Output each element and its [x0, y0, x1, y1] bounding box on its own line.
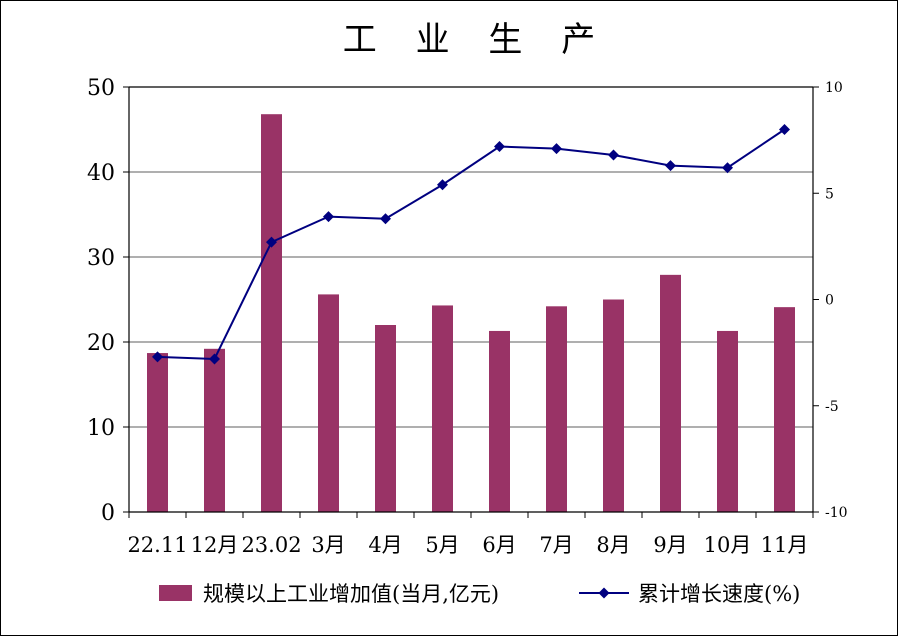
- bar: [489, 330, 510, 512]
- line-point: [323, 211, 334, 223]
- x-tick-label: 3月: [311, 533, 345, 557]
- x-tick-label: 4月: [368, 533, 402, 557]
- x-tick-label: 10月: [704, 533, 752, 557]
- line-point: [380, 213, 391, 225]
- bar: [717, 330, 738, 512]
- y-right-tick-label: 10: [825, 80, 843, 96]
- bar: [261, 114, 282, 512]
- y-left-tick-label: 40: [87, 161, 115, 186]
- growth-line: [157, 128, 786, 361]
- bar: [546, 306, 567, 512]
- y-left-tick-label: 20: [87, 331, 115, 356]
- bar: [204, 348, 225, 512]
- x-tick-label: 9月: [653, 533, 687, 557]
- bar: [432, 305, 453, 512]
- x-tick-label: 22.11: [127, 533, 187, 557]
- line-point: [209, 353, 220, 365]
- line-point: [437, 179, 448, 191]
- x-tick-label: 6月: [482, 533, 516, 557]
- x-tick-label: 8月: [596, 533, 630, 557]
- bar-series: [147, 114, 795, 512]
- x-tick-label: 11月: [761, 533, 809, 557]
- y-right-tick-label: -5: [825, 399, 839, 415]
- y-right-tick-label: -10: [825, 505, 848, 521]
- line-point: [266, 236, 277, 248]
- axes: [123, 86, 819, 518]
- bar: [660, 274, 681, 512]
- gridlines: [129, 171, 813, 428]
- tick-labels: 0 10 20 30 40 50 -10 -5 0 5 10 22.11 12月 23.02 3月 4月 5月 6…: [87, 76, 848, 557]
- legend: 规模以上工业增加值(当月,亿元) 累计增长速度(%): [159, 582, 800, 606]
- y-left-tick-label: 10: [87, 416, 115, 441]
- y-right-tick-label: 5: [825, 186, 834, 202]
- line-point: [779, 124, 790, 135]
- x-tick-label: 7月: [539, 533, 573, 557]
- line-point: [551, 143, 562, 155]
- legend-bar-label: 规模以上工业增加值(当月,亿元): [203, 582, 499, 606]
- legend-line-label: 累计增长速度(%): [638, 582, 800, 606]
- y-right-tick-label: 0: [825, 293, 834, 309]
- line-point: [152, 351, 163, 363]
- line-point: [608, 149, 619, 161]
- line-point: [665, 160, 676, 172]
- y-left-tick-label: 50: [87, 76, 115, 101]
- bar: [318, 294, 339, 512]
- legend-line-marker: [598, 587, 610, 599]
- bar: [375, 325, 396, 512]
- x-tick-label: 5月: [425, 533, 459, 557]
- chart-title: 工 业 生 产: [343, 20, 609, 60]
- x-tick-label: 23.02: [241, 533, 301, 557]
- line-series: [152, 124, 790, 365]
- x-tick-label: 12月: [191, 533, 239, 557]
- y-left-tick-label: 30: [87, 246, 115, 271]
- bar: [603, 299, 624, 512]
- line-point: [722, 162, 733, 174]
- y-left-tick-label: 0: [101, 501, 115, 526]
- line-point: [494, 141, 505, 152]
- bar: [774, 307, 795, 512]
- bar: [147, 353, 168, 512]
- legend-bar-swatch: [159, 585, 192, 601]
